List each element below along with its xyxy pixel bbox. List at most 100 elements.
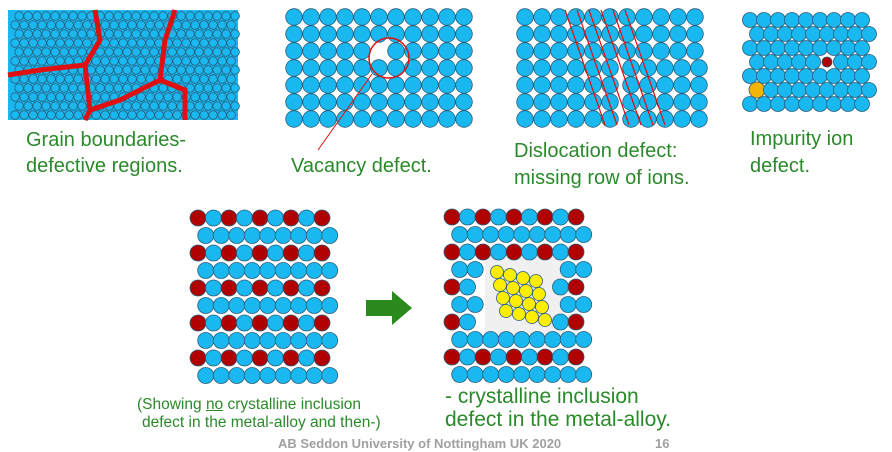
atom — [14, 83, 24, 93]
atom — [584, 110, 602, 128]
atom — [313, 209, 331, 227]
atom — [73, 110, 83, 120]
atom — [302, 93, 320, 111]
atom — [172, 74, 182, 84]
atom — [455, 25, 473, 43]
atom — [482, 366, 500, 383]
atom — [404, 76, 422, 94]
atom — [55, 38, 65, 48]
atom — [140, 47, 150, 57]
atom — [567, 76, 585, 94]
caption-left-2: defect in the metal-alloy and then-) — [142, 414, 381, 431]
atom — [826, 68, 842, 84]
atom — [516, 25, 534, 43]
atom — [404, 93, 422, 111]
atom — [370, 93, 388, 111]
atom — [791, 26, 807, 42]
atom — [506, 281, 520, 295]
caption-right-2: defect in the metal-alloy. — [445, 408, 672, 431]
atom — [513, 331, 531, 348]
atom — [421, 8, 439, 26]
atom — [113, 83, 123, 93]
atom — [421, 110, 439, 128]
atom — [321, 297, 339, 314]
atom — [267, 209, 284, 227]
atom — [370, 59, 388, 77]
atom — [122, 101, 132, 111]
atom — [163, 110, 173, 120]
atom — [199, 92, 209, 102]
atom — [749, 26, 765, 42]
atom — [455, 110, 473, 128]
atom — [516, 93, 534, 111]
atom — [833, 26, 849, 42]
atom — [131, 47, 141, 57]
atom — [575, 331, 593, 348]
atom — [370, 8, 388, 26]
atom — [64, 20, 74, 30]
atom — [451, 226, 469, 243]
atom — [812, 40, 828, 56]
atom — [172, 56, 182, 66]
atom — [154, 20, 164, 30]
atom — [770, 96, 786, 112]
atom — [387, 110, 405, 128]
atom — [528, 366, 546, 383]
atom — [190, 38, 200, 48]
atom — [140, 65, 150, 75]
atom — [516, 271, 530, 285]
atom — [127, 74, 137, 84]
atom — [267, 279, 284, 297]
atom — [14, 11, 24, 21]
dislocation-line — [576, 9, 618, 126]
atom — [861, 26, 877, 42]
atom — [91, 56, 101, 66]
atom — [104, 47, 114, 57]
atom — [259, 332, 277, 349]
atom — [451, 366, 469, 383]
atom — [274, 262, 292, 279]
atom — [226, 92, 236, 102]
atom — [154, 92, 164, 102]
atom — [131, 65, 141, 75]
atom — [455, 59, 473, 77]
atom — [50, 83, 60, 93]
atom — [522, 297, 536, 311]
atom — [840, 12, 856, 28]
atom — [742, 96, 758, 112]
atom — [298, 279, 315, 297]
atom — [777, 26, 793, 42]
atom — [189, 244, 207, 262]
atom — [567, 348, 585, 366]
atom — [41, 101, 51, 111]
atom — [100, 20, 110, 30]
atom — [784, 40, 800, 56]
vacancy-highlight-circle — [368, 37, 410, 79]
atom — [319, 25, 337, 43]
atom — [104, 65, 114, 75]
atom — [221, 83, 231, 93]
atom — [109, 20, 119, 30]
atom — [163, 92, 173, 102]
atom — [474, 348, 492, 366]
atom — [118, 20, 128, 30]
atom — [59, 11, 69, 21]
atom — [185, 11, 195, 21]
atom — [199, 56, 209, 66]
atom — [567, 278, 585, 296]
atom — [205, 314, 222, 332]
atom — [243, 332, 261, 349]
atom — [212, 332, 230, 349]
atom — [438, 8, 456, 26]
atom — [404, 25, 422, 43]
atom — [113, 65, 123, 75]
atom — [145, 92, 155, 102]
atom — [805, 82, 821, 98]
atom — [421, 59, 439, 77]
atom — [421, 25, 439, 43]
atom — [313, 244, 331, 262]
atom — [319, 8, 337, 26]
atom — [443, 243, 461, 261]
atom — [136, 74, 146, 84]
atom — [302, 8, 320, 26]
